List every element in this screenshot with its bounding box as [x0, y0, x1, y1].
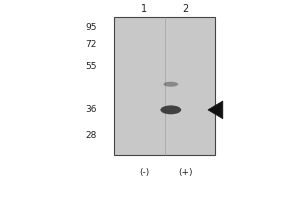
Ellipse shape [160, 105, 181, 114]
Text: 95: 95 [85, 23, 97, 32]
Bar [114, 17, 215, 155]
Text: 36: 36 [85, 105, 97, 114]
Text: (+): (+) [178, 168, 193, 177]
Polygon shape [208, 101, 223, 119]
Text: 1: 1 [141, 4, 147, 14]
Text: 72: 72 [85, 40, 97, 49]
Text: 28: 28 [85, 131, 97, 140]
Text: 2: 2 [182, 4, 189, 14]
Text: (-): (-) [139, 168, 149, 177]
Ellipse shape [164, 82, 178, 87]
Text: 55: 55 [85, 62, 97, 71]
